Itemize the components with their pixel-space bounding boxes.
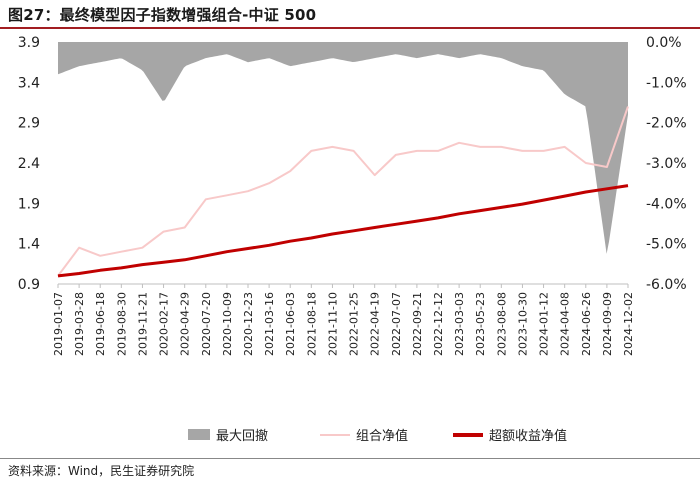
x-tick-label: 2019-08-30 — [115, 292, 128, 356]
source-divider — [0, 458, 700, 459]
legend-swatch-drawdown — [188, 429, 210, 440]
x-tick-label: 2023-03-03 — [453, 292, 466, 356]
source-note: 资料来源：Wind，民生证券研究院 — [8, 464, 195, 478]
x-tick-label: 2024-06-26 — [580, 292, 593, 356]
title-divider — [0, 27, 700, 29]
x-tick-label: 2024-12-02 — [622, 292, 635, 356]
y-right-tick-label: -4.0% — [646, 196, 687, 212]
y-left-tick-label: 3.4 — [18, 75, 40, 91]
y-left-tick-label: 0.9 — [18, 277, 40, 293]
y-left-tick-label: 2.9 — [18, 116, 40, 132]
x-tick-label: 2021-11-10 — [326, 292, 339, 356]
x-tick-label: 2021-08-18 — [305, 292, 318, 356]
legend-label: 组合净值 — [356, 428, 408, 444]
legend: 最大回撤 组合净值 超额收益净值 — [188, 428, 567, 444]
y-right-tick-label: -6.0% — [646, 277, 687, 293]
x-tick-label: 2020-07-20 — [200, 292, 213, 356]
y-left-tick-label: 1.9 — [18, 196, 40, 212]
x-tick-label: 2023-08-08 — [495, 292, 508, 356]
x-tick-label: 2022-12-12 — [432, 292, 445, 356]
chart-title: 图27：最终模型因子指数增强组合-中证 500 — [8, 6, 317, 24]
x-tick-label: 2023-10-30 — [516, 292, 529, 356]
x-axis: 2019-01-07 2019-03-28 2019-06-18 2019-08-30… — [52, 283, 635, 356]
x-tick-label: 2022-07-07 — [390, 292, 403, 356]
x-tick-label: 2022-04-19 — [369, 292, 382, 356]
x-tick-label: 2020-04-29 — [179, 292, 192, 356]
chart-canvas: 0.9 1.4 1.9 2.4 2.9 3.4 3.9 0.0% -1.0% -2.0% -3.0… — [18, 35, 687, 444]
drawdown-series — [58, 42, 628, 254]
y-right-tick-label: -5.0% — [646, 237, 687, 253]
x-tick-label: 2021-03-16 — [263, 292, 276, 356]
x-tick-label: 2020-02-17 — [158, 292, 171, 356]
x-tick-label: 2024-09-09 — [601, 292, 614, 356]
drawdown-area — [58, 42, 628, 254]
y-left-tick-label: 1.4 — [18, 237, 40, 253]
x-tick-label: 2021-06-03 — [284, 292, 297, 356]
left-y-axis: 0.9 1.4 1.9 2.4 2.9 3.4 3.9 — [18, 35, 40, 293]
legend-label: 最大回撤 — [216, 428, 268, 444]
portfolio-nav-line — [57, 106, 629, 277]
x-tick-label: 2020-10-09 — [221, 292, 234, 356]
x-tick-label: 2023-05-23 — [474, 292, 487, 356]
legend-label: 超额收益净值 — [489, 428, 567, 444]
y-right-tick-label: 0.0% — [646, 35, 682, 51]
right-y-axis: 0.0% -1.0% -2.0% -3.0% -4.0% -5.0% -6.0% — [646, 35, 687, 293]
x-tick-label: 2022-09-21 — [411, 292, 424, 356]
x-tick-label: 2019-03-28 — [73, 292, 86, 356]
x-tick-label: 2019-06-18 — [94, 292, 107, 356]
y-left-tick-label: 3.9 — [18, 35, 40, 51]
line-series — [57, 106, 629, 278]
y-right-tick-label: -1.0% — [646, 75, 687, 91]
x-tick-label: 2020-12-23 — [242, 292, 255, 356]
x-tick-label: 2019-01-07 — [52, 292, 65, 356]
excess-nav-line — [57, 184, 629, 278]
y-left-tick-label: 2.4 — [18, 156, 40, 172]
x-tick-label: 2024-04-08 — [559, 292, 572, 356]
x-tick-label: 2019-11-21 — [136, 292, 149, 356]
y-right-tick-label: -2.0% — [646, 116, 687, 132]
x-tick-label: 2022-01-25 — [348, 292, 361, 356]
x-tick-label: 2024-01-12 — [538, 292, 551, 356]
y-right-tick-label: -3.0% — [646, 156, 687, 172]
